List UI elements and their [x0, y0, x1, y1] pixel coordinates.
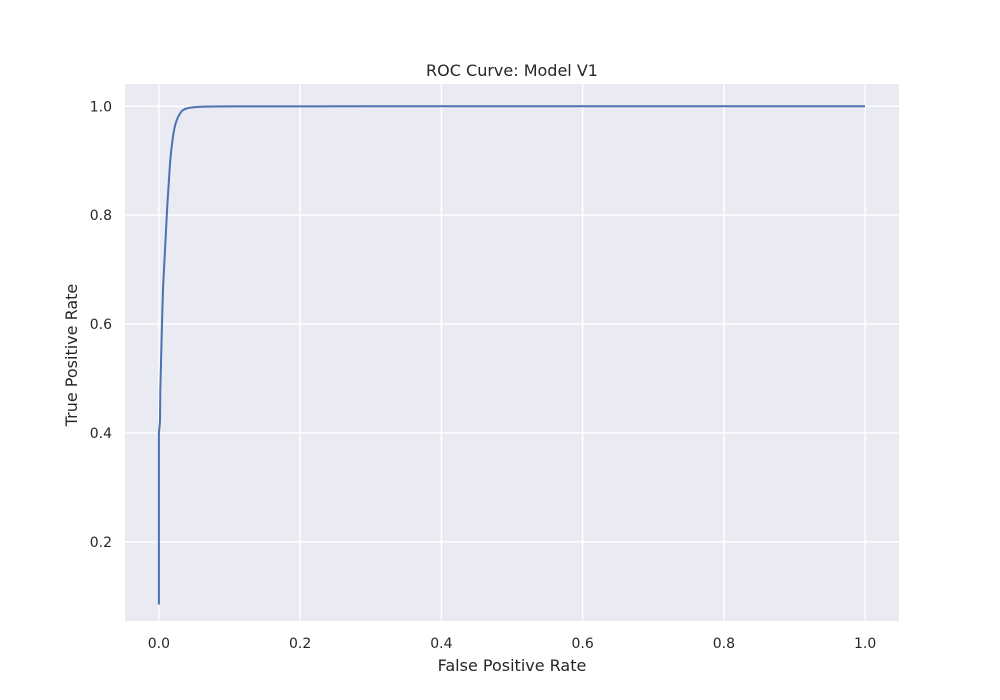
x-tick-label: 0.4	[430, 636, 452, 652]
x-tick-label: 0.0	[148, 636, 170, 652]
y-tick-label: 1.0	[90, 99, 112, 115]
y-tick-labels: 0.2 0.4 0.6 0.8 1.0	[90, 99, 112, 551]
y-tick-label: 0.8	[90, 208, 112, 224]
y-tick-label: 0.2	[90, 535, 112, 551]
chart-title: ROC Curve: Model V1	[426, 61, 598, 80]
y-tick-label: 0.6	[90, 317, 112, 333]
x-axis-label: False Positive Rate	[438, 656, 587, 675]
plot-area	[125, 84, 899, 621]
x-tick-label: 0.8	[713, 636, 735, 652]
series-lines	[157, 105, 866, 605]
x-tick-labels: 0.0 0.2 0.4 0.6 0.8 1.0	[148, 636, 876, 652]
y-axis-label: True Positive Rate	[62, 284, 81, 428]
x-tick-label: 1.0	[854, 636, 876, 652]
y-tick-label: 0.4	[90, 426, 112, 442]
x-tick-label: 0.2	[289, 636, 311, 652]
x-tick-label: 0.6	[571, 636, 593, 652]
roc-curve-line	[157, 105, 866, 605]
